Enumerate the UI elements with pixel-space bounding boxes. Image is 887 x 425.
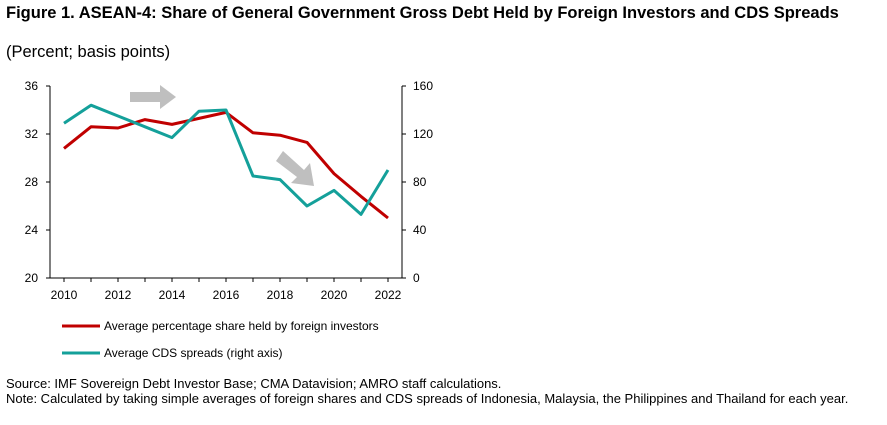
x-axis-tick-label: 2022: [375, 288, 402, 302]
legend: Average percentage share held by foreign…: [62, 319, 379, 360]
left-axis-tick-label: 32: [25, 127, 39, 141]
series-line-cds-spreads: [63, 103, 390, 216]
x-axis-tick-label: 2018: [267, 288, 294, 302]
left-axis-tick-label: 24: [25, 223, 39, 237]
legend-label-foreign-share: Average percentage share held by foreign…: [104, 319, 379, 333]
right-axis-tick-label: 120: [413, 127, 433, 141]
x-axis-tick-label: 2010: [51, 288, 78, 302]
right-axis-tick-label: 40: [413, 223, 427, 237]
legend-label-cds-spreads: Average CDS spreads (right axis): [104, 346, 283, 360]
source-note-block: Source: IMF Sovereign Debt Investor Base…: [6, 376, 884, 406]
chart-subtitle: (Percent; basis points): [6, 43, 171, 61]
right-axis-tick-label: 80: [413, 175, 427, 189]
note-text: Note: Calculated by taking simple averag…: [6, 391, 849, 406]
left-axis-tick-label: 20: [25, 271, 39, 285]
arrow-right-annotation: [130, 85, 176, 109]
arrow-down-right-annotation: [276, 151, 314, 186]
left-axis-tick-label: 28: [25, 175, 39, 189]
x-axis-tick-label: 2012: [105, 288, 132, 302]
chart: 20 24 28 32 36 0 40 80 120 160 2010 2012 2014 2016 2…: [25, 79, 434, 360]
right-axis-tick-label: 0: [413, 271, 420, 285]
right-axis-tick-label: 160: [413, 79, 433, 93]
x-axis-tick-label: 2020: [321, 288, 348, 302]
x-axis-tick-label: 2014: [159, 288, 186, 302]
x-axis-tick-label: 2016: [213, 288, 240, 302]
left-axis-tick-label: 36: [25, 79, 39, 93]
source-text: Source: IMF Sovereign Debt Investor Base…: [6, 376, 502, 391]
series-line-foreign-share: [63, 110, 389, 220]
chart-title: Figure 1. ASEAN-4: Share of General Gove…: [6, 4, 839, 22]
